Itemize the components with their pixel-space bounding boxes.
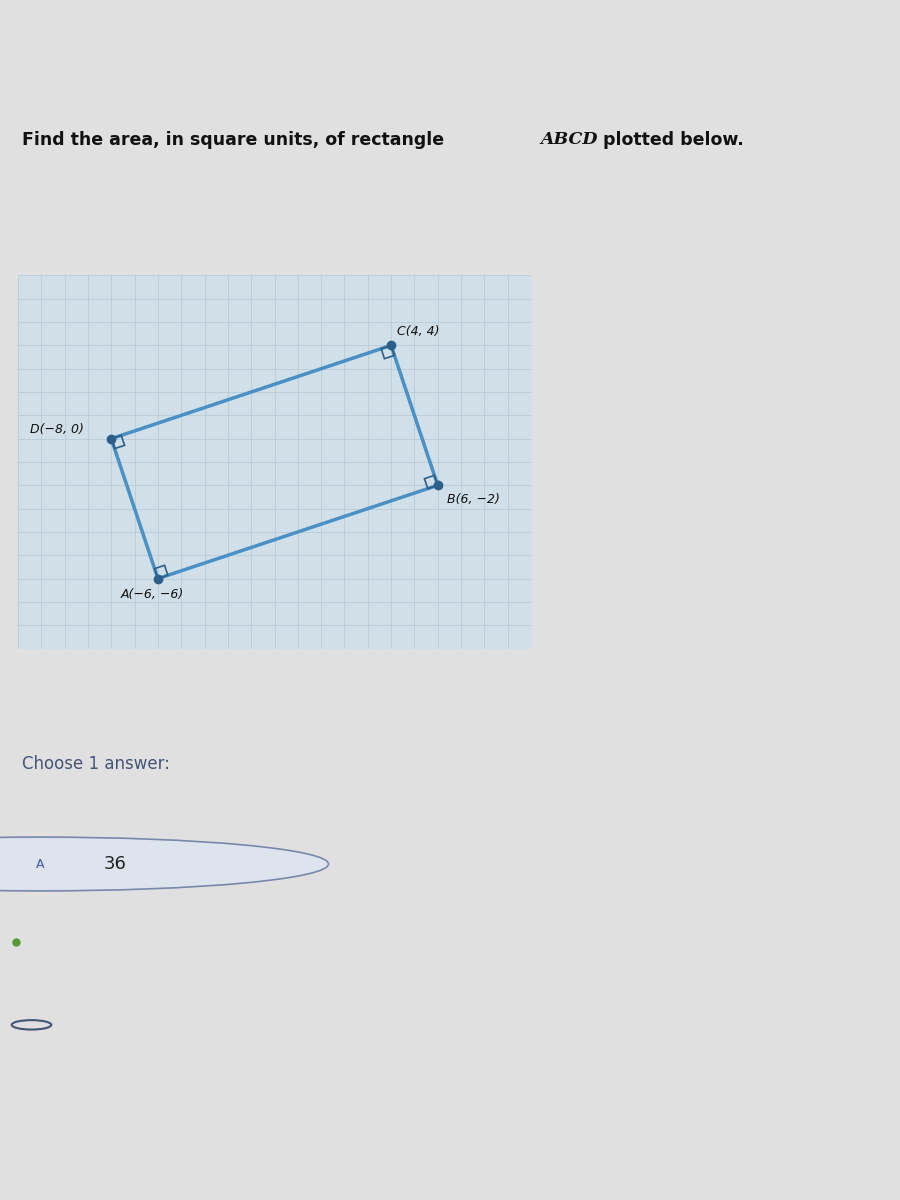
- Text: B(6, −2): B(6, −2): [447, 493, 500, 506]
- Text: A: A: [36, 858, 45, 870]
- Text: D(−8, 0): D(−8, 0): [30, 422, 84, 436]
- Text: plotted below.: plotted below.: [597, 131, 743, 149]
- Circle shape: [0, 838, 328, 890]
- Text: Choose 1 answer:: Choose 1 answer:: [22, 755, 170, 773]
- Text: Find the area, in square units, of rectangle: Find the area, in square units, of recta…: [22, 131, 451, 149]
- Text: ABCD: ABCD: [540, 131, 598, 149]
- Text: A(−6, −6): A(−6, −6): [121, 588, 184, 601]
- Text: 36: 36: [104, 854, 126, 874]
- Text: C(4, 4): C(4, 4): [397, 325, 439, 338]
